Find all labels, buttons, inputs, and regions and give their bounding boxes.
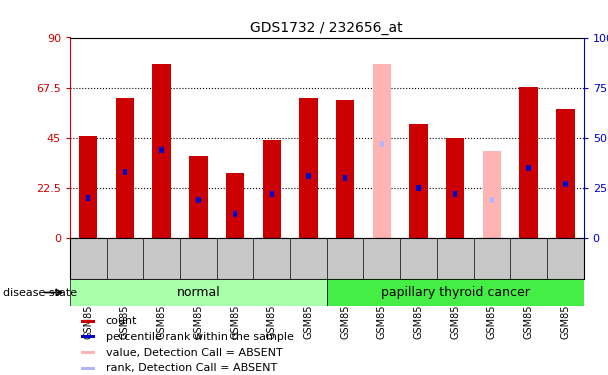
Bar (269, 191, 274, 197)
Text: papillary thyroid cancer: papillary thyroid cancer (381, 286, 530, 299)
Text: percentile rank within the sample: percentile rank within the sample (106, 332, 294, 342)
Bar (233, 211, 237, 217)
Bar (409, 124, 427, 238)
Bar (343, 175, 347, 181)
Bar (519, 87, 538, 238)
Bar (336, 100, 354, 238)
Bar (489, 197, 494, 203)
FancyBboxPatch shape (70, 279, 327, 306)
Bar (81, 320, 95, 322)
Bar (527, 165, 531, 171)
Text: count: count (106, 316, 137, 326)
Bar (453, 191, 457, 197)
Bar (306, 173, 311, 179)
Bar (189, 156, 207, 238)
Text: value, Detection Call = ABSENT: value, Detection Call = ABSENT (106, 348, 283, 358)
Bar (116, 98, 134, 238)
Bar (483, 151, 501, 238)
Bar (81, 367, 95, 370)
Bar (81, 351, 95, 354)
Text: rank, Detection Call = ABSENT: rank, Detection Call = ABSENT (106, 363, 277, 374)
Bar (196, 197, 201, 203)
Bar (79, 136, 97, 238)
Bar (299, 98, 317, 238)
Text: disease state: disease state (3, 288, 77, 298)
Bar (379, 141, 384, 147)
Bar (81, 336, 95, 338)
Bar (416, 185, 421, 191)
FancyBboxPatch shape (327, 279, 584, 306)
Bar (123, 169, 127, 175)
Text: normal: normal (176, 286, 220, 299)
Bar (86, 195, 91, 201)
Bar (446, 138, 465, 238)
Title: GDS1732 / 232656_at: GDS1732 / 232656_at (250, 21, 403, 35)
Bar (556, 109, 575, 238)
Bar (159, 147, 164, 153)
Bar (563, 181, 567, 187)
Bar (263, 140, 281, 238)
Bar (226, 174, 244, 238)
Bar (373, 64, 391, 238)
Bar (153, 64, 171, 238)
